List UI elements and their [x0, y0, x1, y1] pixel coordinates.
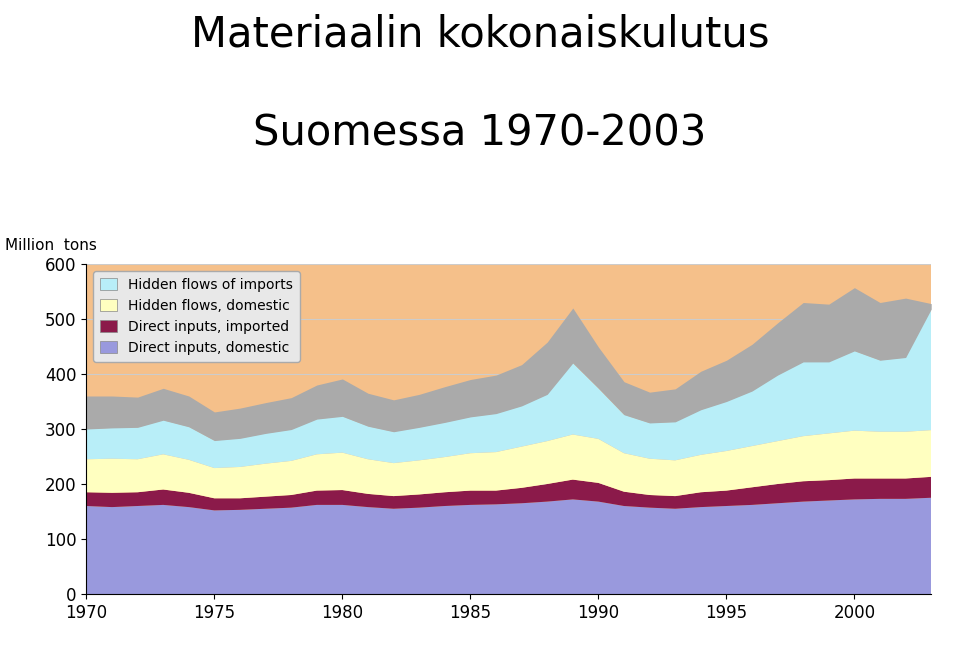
Legend: Hidden flows of imports, Hidden flows, domestic, Direct inputs, imported, Direct: Hidden flows of imports, Hidden flows, d…	[93, 271, 300, 362]
Text: Materiaalin kokonaiskulutus: Materiaalin kokonaiskulutus	[191, 13, 769, 55]
Text: Suomessa 1970-2003: Suomessa 1970-2003	[253, 112, 707, 154]
Text: Million  tons: Million tons	[5, 238, 97, 253]
